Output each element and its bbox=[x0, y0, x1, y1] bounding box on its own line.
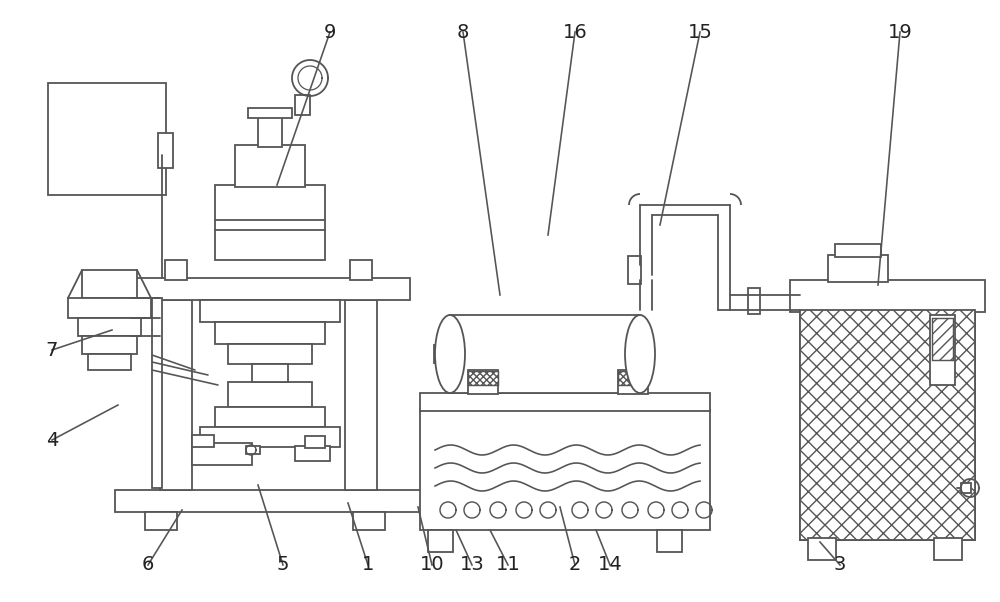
Ellipse shape bbox=[625, 315, 655, 393]
Text: 3: 3 bbox=[834, 556, 846, 574]
Bar bbox=[165, 260, 187, 280]
Bar bbox=[800, 310, 975, 540]
Text: 2: 2 bbox=[569, 556, 581, 574]
Bar bbox=[961, 483, 971, 493]
Bar bbox=[350, 260, 372, 280]
Bar bbox=[235, 145, 305, 187]
Bar bbox=[88, 354, 131, 370]
Bar bbox=[228, 382, 312, 407]
Bar bbox=[835, 244, 881, 257]
Text: 19: 19 bbox=[888, 22, 912, 42]
Bar bbox=[930, 315, 955, 385]
Bar bbox=[115, 490, 425, 512]
Bar bbox=[468, 370, 498, 394]
Text: 8: 8 bbox=[457, 22, 469, 42]
Bar bbox=[228, 344, 312, 364]
Text: 14: 14 bbox=[598, 556, 622, 574]
Text: 10: 10 bbox=[420, 556, 444, 574]
Bar bbox=[248, 108, 292, 118]
Bar bbox=[800, 310, 975, 540]
Ellipse shape bbox=[435, 315, 465, 393]
Text: 4: 4 bbox=[46, 430, 58, 450]
Text: 1: 1 bbox=[362, 556, 374, 574]
Bar bbox=[434, 345, 450, 363]
Text: 11: 11 bbox=[496, 556, 520, 574]
Bar bbox=[345, 300, 377, 490]
Text: 13: 13 bbox=[460, 556, 484, 574]
Bar bbox=[82, 336, 137, 354]
Text: 5: 5 bbox=[277, 556, 289, 574]
Text: 16: 16 bbox=[563, 22, 587, 42]
Bar bbox=[200, 300, 340, 322]
Text: 6: 6 bbox=[142, 556, 154, 574]
Bar bbox=[295, 446, 330, 461]
Bar bbox=[808, 538, 836, 560]
Bar bbox=[618, 370, 648, 394]
Bar bbox=[748, 288, 760, 314]
Bar bbox=[158, 133, 173, 168]
Bar bbox=[618, 371, 648, 385]
Bar bbox=[258, 115, 282, 147]
Bar bbox=[450, 315, 640, 393]
Bar bbox=[145, 512, 177, 530]
Bar bbox=[828, 255, 888, 282]
Bar bbox=[305, 436, 325, 448]
Bar bbox=[200, 427, 340, 447]
Bar bbox=[790, 280, 985, 312]
Bar bbox=[932, 318, 953, 360]
Bar bbox=[252, 364, 288, 382]
Bar bbox=[468, 371, 498, 385]
Bar bbox=[628, 256, 641, 284]
Bar bbox=[246, 446, 260, 454]
Bar bbox=[160, 300, 192, 490]
Bar bbox=[152, 298, 162, 488]
Bar bbox=[295, 95, 310, 115]
Bar bbox=[353, 512, 385, 530]
Bar bbox=[215, 322, 325, 344]
Bar bbox=[130, 278, 410, 300]
Bar bbox=[420, 410, 710, 530]
Text: 9: 9 bbox=[324, 22, 336, 42]
Bar bbox=[192, 435, 214, 447]
Bar bbox=[657, 530, 682, 552]
Bar bbox=[934, 538, 962, 560]
Bar bbox=[215, 407, 325, 427]
Bar bbox=[420, 393, 710, 411]
Text: 15: 15 bbox=[688, 22, 712, 42]
Bar bbox=[215, 185, 325, 260]
Bar bbox=[428, 530, 453, 552]
Bar bbox=[48, 83, 166, 195]
Bar bbox=[68, 298, 151, 318]
Bar bbox=[192, 443, 252, 465]
Bar bbox=[78, 318, 141, 336]
Bar bbox=[82, 270, 137, 298]
Text: 7: 7 bbox=[46, 341, 58, 359]
